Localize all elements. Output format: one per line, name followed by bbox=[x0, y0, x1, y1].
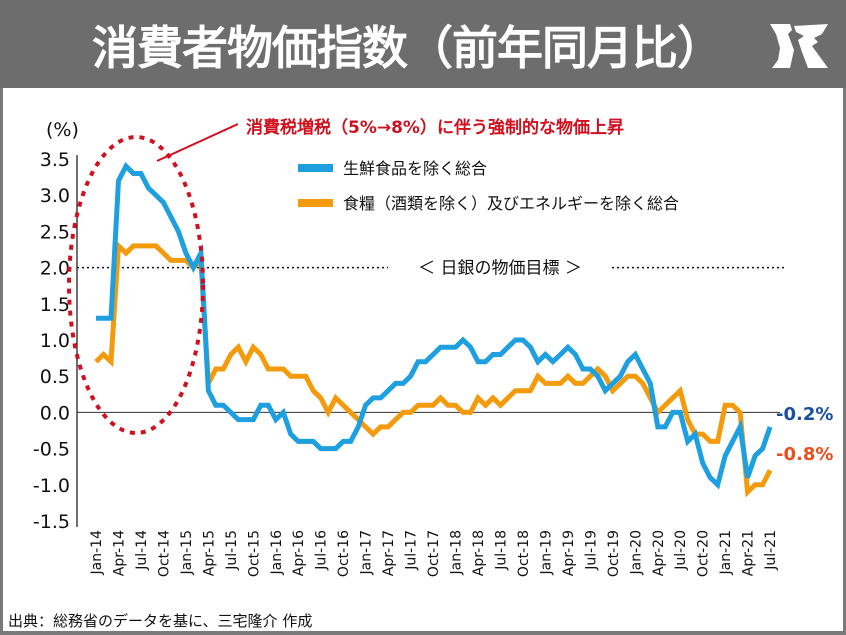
end-value-label: -0.8% bbox=[776, 444, 833, 465]
y-tick-label: 2.0 bbox=[40, 258, 70, 280]
source-caption: 出典：総務省のデータを基に、三宅隆介 作成 bbox=[8, 612, 313, 630]
y-tick-label: 3.5 bbox=[40, 149, 70, 171]
x-tick-label: Jul-17 bbox=[404, 530, 420, 571]
y-axis: (%) 3.5 3.0 2.5 2.0 1.5 1.0 0.5 0.0 -0.5 -1.0 -1.5 bbox=[33, 119, 79, 533]
x-tick-label: Jan-15 bbox=[179, 530, 195, 575]
x-axis: Jan-14 Apr-14 Jul-14 Oct-14 Jan-15 Apr-15 Jul-… bbox=[89, 530, 779, 577]
y-tick-label: 2.5 bbox=[40, 221, 70, 243]
x-tick-label: Oct-15 bbox=[246, 530, 262, 577]
x-tick-label: Jan-18 bbox=[449, 530, 465, 575]
x-tick-label: Apr-17 bbox=[381, 530, 397, 576]
x-tick-label: Oct-17 bbox=[426, 530, 442, 577]
x-tick-label: Apr-15 bbox=[201, 530, 217, 576]
boj-target-label: ＜ 日銀の物価目標 ＞ bbox=[418, 259, 582, 279]
x-tick-label: Jul-15 bbox=[224, 530, 240, 571]
x-tick-label: Jul-20 bbox=[673, 530, 689, 571]
series-line-core-core-cpi bbox=[94, 240, 773, 498]
annotation-pointer-line bbox=[156, 123, 239, 162]
x-tick-label: Jul-18 bbox=[493, 530, 509, 571]
jr-monogram-logo-icon bbox=[770, 24, 828, 68]
legend-label: 生鮮食品を除く総合 bbox=[343, 159, 487, 178]
x-tick-label: Jan-16 bbox=[269, 530, 285, 576]
x-tick-label: Jan-19 bbox=[538, 530, 554, 575]
x-tick-label: Apr-21 bbox=[741, 530, 757, 576]
annotation-ellipse bbox=[67, 135, 205, 435]
x-tick-label: Apr-20 bbox=[651, 530, 667, 576]
end-labels: -0.2% -0.8% bbox=[776, 404, 833, 465]
x-tick-label: Apr-14 bbox=[111, 530, 127, 576]
x-tick-label: Apr-16 bbox=[291, 530, 307, 576]
x-tick-label: Apr-18 bbox=[471, 530, 487, 576]
legend-label: 食糧（酒類を除く）及びエネルギーを除く総合 bbox=[343, 194, 679, 213]
x-tick-label: Jan-21 bbox=[718, 530, 734, 575]
tax-hike-annotation: 消費税増税（5%→8%）に伴う強制的な物価上昇 bbox=[67, 117, 624, 435]
series-line-core-cpi bbox=[96, 162, 773, 490]
legend-swatch bbox=[298, 164, 333, 172]
annotation-text: 消費税増税（5%→8%）に伴う強制的な物価上昇 bbox=[246, 117, 624, 138]
y-tick-label: 1.0 bbox=[40, 330, 70, 352]
y-tick-label: 0.0 bbox=[40, 402, 70, 424]
header-bar: 消費者物価指数（前年同月比） bbox=[0, 0, 846, 88]
x-tick-label: Oct-20 bbox=[696, 530, 712, 577]
bottom-border bbox=[0, 631, 846, 635]
x-tick-label: Oct-14 bbox=[156, 530, 172, 577]
x-tick-label: Apr-19 bbox=[561, 530, 577, 576]
y-tick-label: 1.5 bbox=[40, 294, 70, 316]
end-value-label: -0.2% bbox=[776, 404, 833, 425]
x-tick-label: Jul-14 bbox=[134, 530, 150, 571]
y-tick-label: -1.5 bbox=[33, 511, 70, 533]
y-tick-label: 3.0 bbox=[40, 185, 70, 207]
legend-swatch bbox=[298, 199, 333, 207]
x-tick-label: Jul-21 bbox=[763, 530, 779, 571]
x-tick-label: Jan-14 bbox=[89, 530, 105, 576]
y-tick-label: 0.5 bbox=[40, 366, 70, 388]
x-tick-label: Oct-19 bbox=[606, 530, 622, 577]
page-title: 消費者物価指数（前年同月比） bbox=[92, 21, 723, 75]
y-tick-label: -0.5 bbox=[33, 439, 70, 461]
y-axis-unit-label: (%) bbox=[46, 119, 79, 141]
reference-lines: ＜ 日銀の物価目標 ＞ bbox=[77, 259, 784, 413]
x-tick-label: Jan-20 bbox=[628, 530, 644, 575]
x-tick-label: Oct-18 bbox=[516, 530, 532, 577]
x-tick-label: Jul-16 bbox=[314, 530, 330, 571]
series-lines bbox=[94, 162, 773, 498]
y-tick-label: -1.0 bbox=[33, 475, 70, 497]
x-tick-label: Oct-16 bbox=[336, 530, 352, 577]
x-tick-label: Jul-19 bbox=[583, 530, 599, 571]
x-tick-label: Jan-17 bbox=[359, 530, 375, 575]
